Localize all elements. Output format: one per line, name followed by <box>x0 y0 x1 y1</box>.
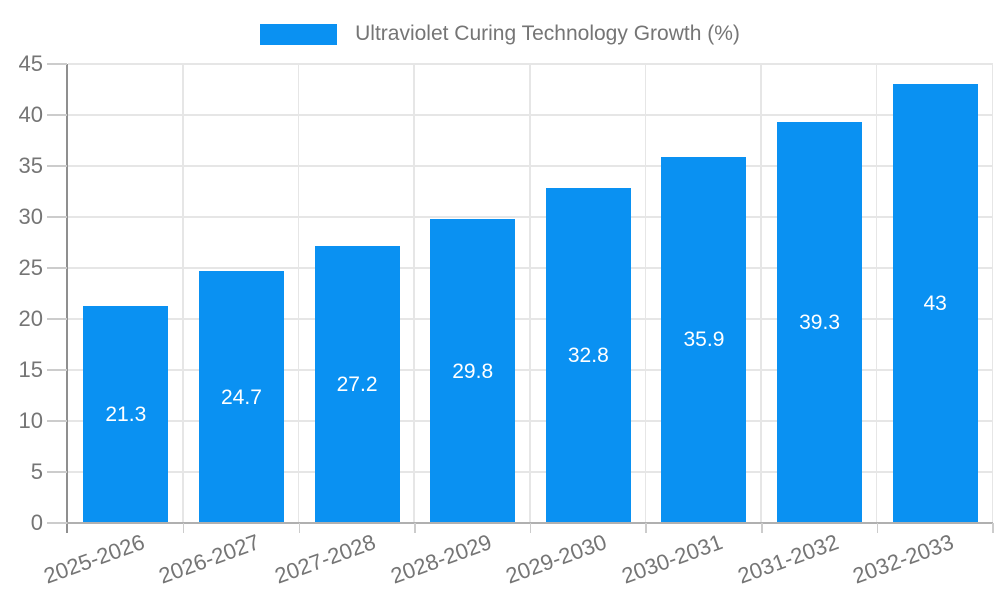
bar-value-label: 24.7 <box>221 385 262 409</box>
y-gridline <box>68 165 993 167</box>
legend-swatch <box>260 23 338 45</box>
x-gridline <box>297 64 300 523</box>
y-axis-tick <box>47 369 67 371</box>
y-axis-tick <box>47 318 67 320</box>
x-axis-tick <box>645 523 647 533</box>
bar-value-label: 29.8 <box>452 359 494 383</box>
y-axis-tick-label: 15 <box>18 357 43 382</box>
y-axis-tick <box>47 522 67 524</box>
y-axis-tick-label: 30 <box>18 204 43 229</box>
bar-value-label: 32.8 <box>567 344 609 368</box>
y-gridline <box>68 63 993 65</box>
y-gridline <box>68 216 993 218</box>
bar: 24.7 <box>198 271 284 523</box>
bar: 21.3 <box>83 305 169 523</box>
y-axis-tick-label: 40 <box>18 102 43 127</box>
x-axis-tick <box>529 523 532 533</box>
bar-value-label: 21.3 <box>105 402 147 426</box>
y-axis-tick <box>47 267 67 269</box>
bar-value-label: 35.9 <box>683 328 725 352</box>
bar-value-label: 39.3 <box>799 311 840 335</box>
x-gridline <box>991 64 993 523</box>
y-axis-tick <box>47 420 67 422</box>
y-gridline <box>68 420 993 422</box>
bar: 32.8 <box>545 188 631 523</box>
bar: 35.9 <box>661 156 747 523</box>
bar: 27.2 <box>314 245 400 523</box>
bar: 29.8 <box>430 219 516 523</box>
y-axis-tick-label: 25 <box>18 255 43 280</box>
y-gridline <box>68 369 993 371</box>
y-gridline <box>68 267 993 269</box>
y-axis-tick-label: 0 <box>30 510 43 535</box>
y-axis-tick <box>47 216 67 218</box>
y-axis-line <box>66 64 68 533</box>
bar: 39.3 <box>777 122 863 523</box>
bar-value-label: 43 <box>923 292 947 316</box>
y-axis-tick <box>47 63 67 65</box>
bar: 43 <box>892 84 978 523</box>
x-gridline <box>760 64 762 523</box>
y-axis-tick <box>47 165 67 167</box>
x-axis-tick <box>182 523 185 533</box>
chart-legend: Ultraviolet Curing Technology Growth (%) <box>0 22 1000 46</box>
y-axis-tick-label: 10 <box>18 408 43 433</box>
y-axis-tick <box>47 114 67 116</box>
x-gridline <box>182 64 184 523</box>
y-gridline <box>68 114 993 116</box>
y-axis-tick <box>47 471 67 473</box>
legend-label: Ultraviolet Curing Technology Growth (%) <box>355 22 740 45</box>
y-axis-tick-label: 35 <box>18 153 43 178</box>
plot-area: 21.3 24.7 27.2 29.8 32.8 35.9 39.3 43 <box>68 63 993 523</box>
x-gridline <box>413 64 415 523</box>
x-axis-tick <box>761 523 763 533</box>
x-axis-tick <box>876 523 879 533</box>
y-gridline <box>68 318 993 320</box>
x-axis-tick <box>414 523 416 533</box>
bar-value-label: 27.2 <box>336 372 378 396</box>
x-axis-tick <box>992 523 994 533</box>
x-gridline <box>529 64 531 523</box>
x-axis-tick <box>298 523 300 533</box>
y-axis-tick-label: 20 <box>18 306 43 331</box>
y-gridline <box>68 471 993 473</box>
x-gridline <box>644 64 647 523</box>
y-axis-tick-label: 45 <box>18 51 43 76</box>
x-axis-baseline <box>66 521 993 524</box>
y-axis-tick-label: 5 <box>30 459 43 484</box>
x-gridline <box>875 64 878 523</box>
